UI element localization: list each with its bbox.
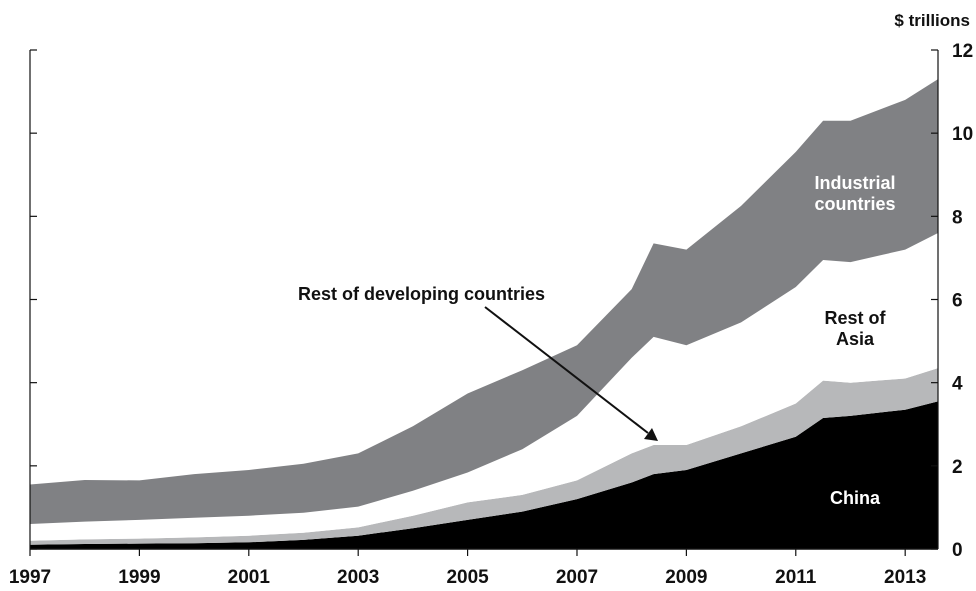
x-tick-label: 2013 bbox=[884, 567, 926, 588]
y-tick-label: 8 bbox=[952, 207, 963, 228]
y-tick-label: 4 bbox=[952, 374, 963, 395]
tick-marks: 1997 1999 2001 2003 2005 2007 2009 2011 2013 0 2 4 6… bbox=[9, 41, 973, 588]
x-tick-label: 2003 bbox=[337, 567, 379, 588]
y-tick-label: 0 bbox=[952, 540, 963, 561]
x-tick-label: 1999 bbox=[118, 567, 160, 588]
label-rest-of-developing: Rest of developing countries bbox=[298, 284, 545, 304]
y-tick-label: 10 bbox=[952, 124, 973, 145]
area-rest-of-developing-countries bbox=[30, 368, 938, 545]
x-tick-label: 2005 bbox=[446, 567, 489, 588]
label-industrial-line1: Industrial bbox=[814, 173, 895, 193]
y-tick-label: 12 bbox=[952, 41, 973, 62]
area-china bbox=[30, 401, 938, 549]
x-tick-label: 2011 bbox=[775, 567, 817, 588]
x-tick-label: 2009 bbox=[665, 567, 707, 588]
x-tick-label: 2007 bbox=[556, 567, 598, 588]
annotation-arrow bbox=[484, 306, 658, 441]
y-tick-label: 2 bbox=[952, 457, 963, 478]
y-unit-label: $ trillions bbox=[894, 11, 970, 30]
x-tick-label: 2001 bbox=[228, 567, 271, 588]
x-tick-label: 1997 bbox=[9, 567, 51, 588]
label-rest-of-asia-line2: Asia bbox=[836, 329, 875, 349]
area-layers bbox=[30, 79, 938, 549]
label-rest-of-asia-line1: Rest of bbox=[824, 308, 886, 328]
area-rest-of-asia bbox=[30, 233, 938, 541]
y-tick-label: 6 bbox=[952, 291, 963, 312]
label-industrial-line2: countries bbox=[814, 194, 895, 214]
label-china: China bbox=[830, 488, 881, 508]
area-industrial-countries bbox=[30, 79, 938, 524]
